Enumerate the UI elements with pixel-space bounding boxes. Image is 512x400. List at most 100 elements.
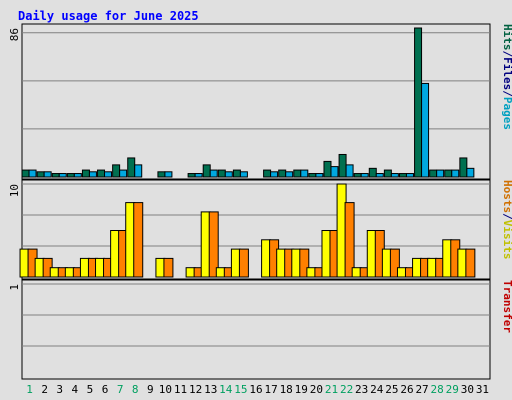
ylabel-part: Pages bbox=[501, 97, 512, 130]
bar-hits-day-1 bbox=[21, 169, 30, 178]
y-max-label: 10 bbox=[8, 184, 21, 197]
x-tick-label-day-21: 21 bbox=[325, 383, 338, 396]
x-tick-label-day-24: 24 bbox=[370, 383, 384, 396]
bar-files-day-19 bbox=[300, 169, 309, 178]
bar-hits-day-27 bbox=[414, 27, 423, 178]
bar-files-day-12 bbox=[194, 173, 203, 178]
bar-files-day-6 bbox=[104, 171, 113, 178]
x-tick-label-day-1: 1 bbox=[26, 383, 33, 396]
x-tick-label-day-3: 3 bbox=[56, 383, 63, 396]
x-tick-label-day-15: 15 bbox=[234, 383, 247, 396]
x-tick-label-day-5: 5 bbox=[87, 383, 94, 396]
x-tick-label-day-14: 14 bbox=[219, 383, 233, 396]
bar-files-day-8 bbox=[134, 164, 143, 178]
panel-hosts-visits: 10 Hosts/Visits bbox=[8, 179, 512, 280]
ylabel-part: Files bbox=[501, 57, 512, 90]
bar-hosts-day-19 bbox=[299, 248, 310, 278]
bar-hits-day-8 bbox=[127, 157, 136, 178]
panel-frame bbox=[21, 279, 491, 380]
bar-files-day-15 bbox=[239, 171, 248, 178]
bar-files-day-10 bbox=[164, 171, 173, 178]
bar-files-day-23 bbox=[360, 173, 369, 178]
bar-files-day-3 bbox=[58, 173, 67, 178]
bar-hits-day-2 bbox=[36, 171, 45, 178]
bar-hits-day-29 bbox=[444, 169, 453, 178]
bar-hosts-day-15 bbox=[238, 248, 249, 278]
panel-hosts-visits-ylabel: Hosts/Visits bbox=[501, 180, 512, 260]
x-tick-label-day-19: 19 bbox=[295, 383, 308, 396]
bar-files-day-17 bbox=[270, 171, 279, 178]
bar-files-day-27 bbox=[421, 82, 430, 178]
bar-files-day-20 bbox=[315, 173, 324, 178]
bar-hits-day-3 bbox=[51, 173, 60, 178]
bar-files-day-25 bbox=[390, 173, 399, 178]
ylabel-part: / bbox=[501, 213, 512, 220]
bar-hits-day-20 bbox=[308, 173, 317, 178]
x-tick-label-day-10: 10 bbox=[159, 383, 172, 396]
panel-transfer: 1 Transfer bbox=[8, 279, 512, 380]
bar-hits-day-24 bbox=[368, 167, 377, 178]
bar-hosts-day-25 bbox=[389, 248, 400, 278]
bar-files-day-28 bbox=[436, 169, 445, 178]
x-axis-day-labels: 1 2 3 4 5 6 7 8 9 10 11 12 13 14 15 16 17 18 19 20 21 22 23 24 2… bbox=[26, 383, 489, 396]
bar-files-day-22 bbox=[345, 164, 354, 178]
bar-files-day-26 bbox=[405, 173, 414, 178]
panel-frame bbox=[21, 23, 491, 180]
x-tick-label-day-27: 27 bbox=[415, 383, 428, 396]
bar-files-day-24 bbox=[375, 173, 384, 178]
bar-hits-day-7 bbox=[112, 164, 121, 178]
ylabel-part: Transfer bbox=[501, 280, 512, 333]
y-max-label: 1 bbox=[8, 284, 21, 291]
chart-title: Daily usage for June 2025 bbox=[18, 9, 199, 23]
x-tick-label-day-13: 13 bbox=[204, 383, 217, 396]
bar-hits-day-30 bbox=[459, 157, 468, 178]
x-tick-label-day-17: 17 bbox=[264, 383, 277, 396]
bar-hits-day-28 bbox=[429, 169, 438, 178]
x-tick-label-day-16: 16 bbox=[249, 383, 262, 396]
ylabel-part: / bbox=[501, 90, 512, 97]
x-tick-label-day-23: 23 bbox=[355, 383, 368, 396]
chart-panels: 86Hits/Files/Pages10Hosts/Visits1Transfe… bbox=[8, 23, 512, 380]
bar-hits-day-14 bbox=[217, 169, 226, 178]
bar-hits-day-18 bbox=[278, 169, 287, 178]
x-tick-label-day-26: 26 bbox=[400, 383, 413, 396]
bar-hits-day-10 bbox=[157, 171, 166, 178]
bar-hits-day-13 bbox=[202, 164, 211, 178]
x-tick-label-day-6: 6 bbox=[102, 383, 109, 396]
bar-files-day-13 bbox=[209, 169, 218, 178]
bar-files-day-18 bbox=[285, 171, 294, 178]
bar-hosts-day-13 bbox=[208, 211, 219, 278]
y-max-label: 86 bbox=[8, 28, 21, 41]
bar-hits-day-19 bbox=[293, 169, 302, 178]
bar-files-day-14 bbox=[224, 171, 233, 178]
bar-hits-day-25 bbox=[383, 169, 392, 178]
x-tick-label-day-11: 11 bbox=[174, 383, 187, 396]
bar-hits-day-23 bbox=[353, 173, 362, 178]
ylabel-part: Hits bbox=[501, 24, 512, 51]
bar-hits-day-5 bbox=[81, 169, 90, 178]
x-tick-label-day-4: 4 bbox=[72, 383, 79, 396]
x-tick-label-day-8: 8 bbox=[132, 383, 139, 396]
bar-hits-day-6 bbox=[97, 169, 106, 178]
ylabel-part: Hosts bbox=[501, 180, 512, 213]
ylabel-part: / bbox=[501, 51, 512, 58]
bar-hits-day-12 bbox=[187, 173, 196, 178]
x-tick-label-day-29: 29 bbox=[446, 383, 459, 396]
x-tick-label-day-25: 25 bbox=[385, 383, 398, 396]
x-tick-label-day-7: 7 bbox=[117, 383, 124, 396]
x-tick-label-day-20: 20 bbox=[310, 383, 323, 396]
x-tick-label-day-2: 2 bbox=[41, 383, 48, 396]
x-tick-label-day-12: 12 bbox=[189, 383, 202, 396]
bar-hosts-day-22 bbox=[344, 202, 355, 278]
ylabel-part: Visits bbox=[501, 220, 512, 260]
bar-hosts-day-8 bbox=[133, 202, 144, 278]
bar-files-day-2 bbox=[43, 171, 52, 178]
bar-hosts-day-30 bbox=[465, 248, 476, 278]
bar-files-day-1 bbox=[28, 169, 37, 178]
bar-hits-day-22 bbox=[338, 153, 347, 178]
x-tick-label-day-22: 22 bbox=[340, 383, 353, 396]
bar-hosts-day-10 bbox=[163, 257, 174, 278]
panel-hits-files-pages-ylabel: Hits/Files/Pages bbox=[501, 24, 512, 130]
